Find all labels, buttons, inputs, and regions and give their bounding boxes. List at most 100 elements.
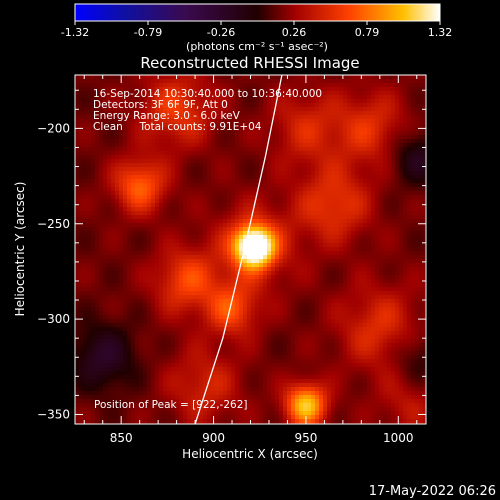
heatmap-cell	[255, 259, 260, 264]
heatmap-cell	[167, 79, 172, 84]
heatmap-cell	[331, 107, 336, 112]
heatmap-cell	[391, 171, 396, 176]
heatmap-cell	[295, 95, 300, 100]
heatmap-cell	[91, 179, 96, 184]
heatmap-cell	[123, 243, 128, 248]
heatmap-cell	[323, 291, 328, 296]
heatmap-cell	[279, 239, 284, 244]
heatmap-cell	[403, 263, 408, 268]
heatmap-cell	[123, 195, 128, 200]
heatmap-cell	[175, 239, 180, 244]
heatmap-cell	[195, 123, 200, 128]
heatmap-cell	[423, 111, 426, 116]
heatmap-cell	[323, 83, 328, 88]
heatmap-cell	[383, 231, 388, 236]
heatmap-cell	[203, 159, 208, 164]
heatmap-cell	[367, 103, 372, 108]
heatmap-cell	[183, 259, 188, 264]
heatmap-cell	[375, 231, 380, 236]
heatmap-cell	[95, 127, 100, 132]
heatmap-cell	[303, 203, 308, 208]
heatmap-cell	[151, 95, 156, 100]
heatmap-cell	[151, 179, 156, 184]
heatmap-cell	[339, 107, 344, 112]
heatmap-cell	[375, 271, 380, 276]
heatmap-cell	[187, 107, 192, 112]
heatmap-cell	[275, 275, 280, 280]
heatmap-cell	[95, 91, 100, 96]
heatmap-cell	[195, 243, 200, 248]
heatmap-cell	[403, 243, 408, 248]
heatmap-cell	[135, 187, 140, 192]
heatmap-cell	[215, 203, 220, 208]
heatmap-cell	[275, 175, 280, 180]
heatmap-cell	[275, 151, 280, 156]
heatmap-cell	[411, 139, 416, 144]
heatmap-cell	[143, 179, 148, 184]
heatmap-cell	[191, 187, 196, 192]
heatmap-cell	[91, 255, 96, 260]
heatmap-cell	[171, 159, 176, 164]
heatmap-cell	[115, 147, 120, 152]
heatmap-cell	[187, 115, 192, 120]
heatmap-cell	[279, 171, 284, 176]
heatmap-cell	[363, 227, 368, 232]
heatmap-cell	[407, 251, 412, 256]
heatmap-cell	[95, 159, 100, 164]
heatmap-cell	[103, 147, 108, 152]
heatmap-cell	[239, 95, 244, 100]
heatmap-cell	[87, 155, 92, 160]
heatmap-cell	[379, 231, 384, 236]
heatmap-cell	[215, 211, 220, 216]
heatmap-cell	[99, 235, 104, 240]
heatmap-cell	[167, 171, 172, 176]
heatmap-cell	[307, 167, 312, 172]
heatmap-cell	[355, 291, 360, 296]
heatmap-cell	[111, 259, 116, 264]
heatmap-cell	[83, 207, 88, 212]
heatmap-cell	[315, 259, 320, 264]
heatmap-cell	[271, 135, 276, 140]
heatmap-cell	[255, 275, 260, 280]
heatmap-cell	[199, 155, 204, 160]
heatmap-cell	[235, 243, 240, 248]
heatmap-cell	[347, 263, 352, 268]
heatmap-cell	[335, 83, 340, 88]
heatmap-cell	[299, 87, 304, 92]
heatmap-cell	[347, 147, 352, 152]
heatmap-cell	[319, 147, 324, 152]
heatmap-cell	[219, 187, 224, 192]
heatmap-cell	[207, 255, 212, 260]
heatmap-cell	[283, 179, 288, 184]
heatmap-cell	[335, 171, 340, 176]
heatmap-cell	[199, 163, 204, 168]
heatmap-cell	[367, 115, 372, 120]
heatmap-cell	[263, 107, 268, 112]
heatmap-cell	[219, 211, 224, 216]
colorbar: -1.32 -0.79 -0.26 0.26 0.79 1.32 (photons cm⁻…	[61, 3, 452, 53]
heatmap-cell	[355, 263, 360, 268]
heatmap-cell	[235, 75, 240, 80]
heatmap-cell	[243, 123, 248, 128]
heatmap-cell	[303, 211, 308, 216]
heatmap-cell	[251, 131, 256, 136]
heatmap-cell	[411, 135, 416, 140]
heatmap-cell	[215, 127, 220, 132]
heatmap-cell	[195, 139, 200, 144]
heatmap-cell	[331, 259, 336, 264]
heatmap-cell	[335, 235, 340, 240]
heatmap-cell	[151, 75, 156, 80]
heatmap-cell	[127, 283, 132, 288]
heatmap-cell	[279, 115, 284, 120]
heatmap-cell	[399, 119, 404, 124]
heatmap-cell	[359, 255, 364, 260]
heatmap-cell	[295, 155, 300, 160]
heatmap-cell	[367, 207, 372, 212]
heatmap-cell	[407, 99, 412, 104]
heatmap-cell	[127, 299, 132, 304]
heatmap-cell	[259, 99, 264, 104]
heatmap-cell	[175, 199, 180, 204]
heatmap-cell	[99, 187, 104, 192]
heatmap-cell	[271, 227, 276, 232]
heatmap-cell	[99, 203, 104, 208]
